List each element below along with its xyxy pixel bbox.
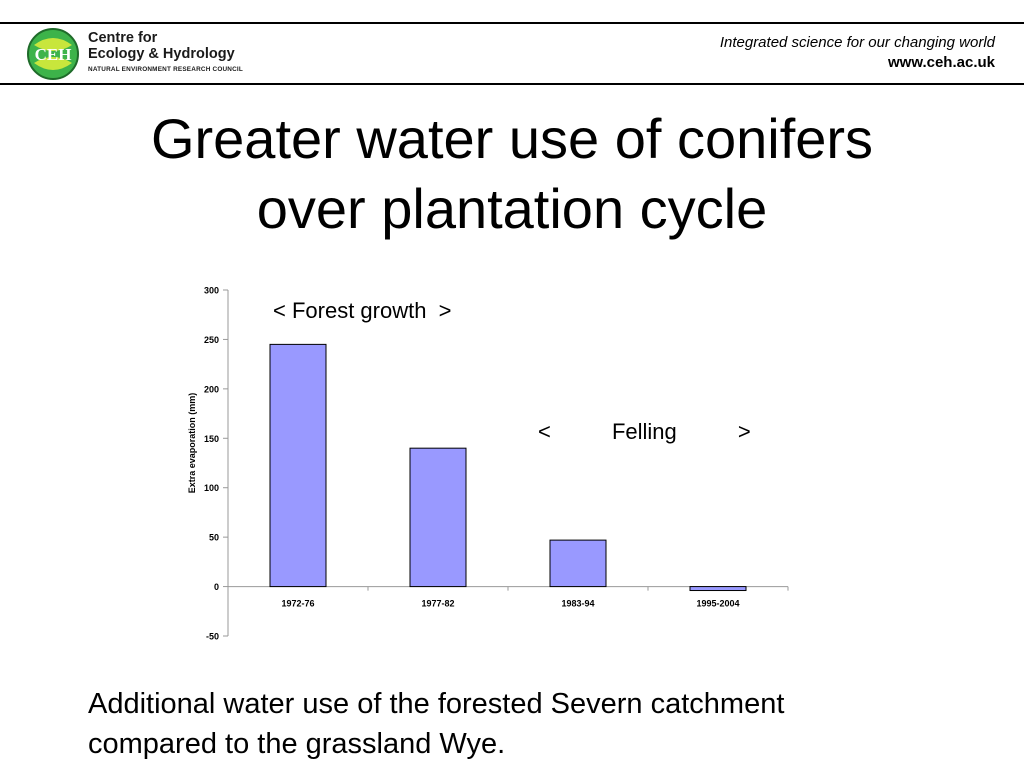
- title-line-1: Greater water use of conifers: [150, 107, 874, 170]
- header-bottom-rule: [0, 83, 1024, 85]
- header-top-rule: [0, 22, 1024, 24]
- bar: [549, 539, 607, 588]
- annotation-felling: < Felling >: [538, 419, 751, 444]
- y-tick-label: 50: [209, 533, 219, 543]
- y-tick-label: 150: [204, 434, 219, 444]
- bar: [269, 343, 327, 588]
- logo-text: Centre for Ecology & Hydrology NATURAL E…: [88, 30, 243, 73]
- y-axis-label: Extra evaporation (mm): [187, 393, 197, 494]
- logo-line-2: Ecology & Hydrology: [88, 46, 235, 62]
- logo-line-3: NATURAL ENVIRONMENT RESEARCH COUNCIL: [88, 66, 244, 73]
- website-link[interactable]: www.ceh.ac.uk: [888, 54, 995, 71]
- bar: [689, 586, 747, 592]
- caption-line-1: Additional water use of the forested Sev…: [88, 688, 785, 720]
- y-tick-label: 0: [214, 582, 219, 592]
- x-tick-label: 1983-94: [561, 599, 594, 609]
- ceh-logo-icon: CEH: [27, 28, 79, 80]
- bar: [409, 447, 467, 588]
- slide-title: Greater water use of conifers over plant…: [0, 104, 1024, 244]
- caption-line-2: compared to the grassland Wye.: [88, 728, 506, 760]
- annotation-forest-growth: < Forest growth >: [273, 298, 452, 323]
- x-tick-label: 1972-76: [281, 599, 314, 609]
- header-tagline: Integrated science for our changing worl…: [720, 33, 995, 73]
- y-tick-label: 200: [204, 384, 219, 394]
- y-tick-label: 100: [204, 483, 219, 493]
- logo-line-1: Centre for: [88, 30, 158, 46]
- y-tick-label: 250: [204, 335, 219, 345]
- logo-mark: CEH: [35, 45, 72, 64]
- tagline-text: Integrated science for our changing worl…: [719, 34, 995, 51]
- x-tick-label: 1977-82: [421, 599, 454, 609]
- y-tick-label: 300: [204, 286, 219, 296]
- title-line-2: over plantation cycle: [256, 177, 768, 240]
- y-tick-label: -50: [206, 632, 219, 642]
- slide-caption: Additional water use of the forested Sev…: [88, 684, 784, 764]
- x-tick-label: 1995-2004: [696, 599, 739, 609]
